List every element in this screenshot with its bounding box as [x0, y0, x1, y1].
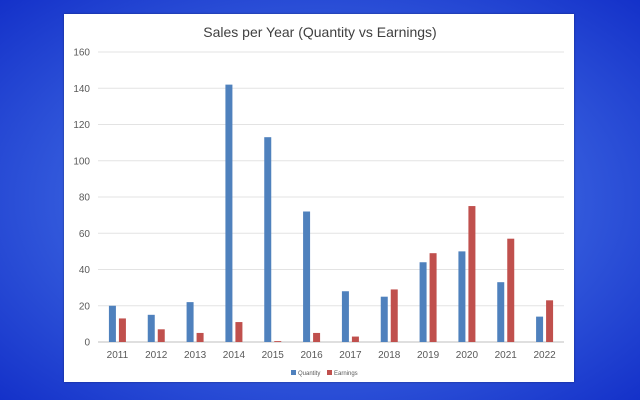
bar-earnings-2021	[507, 238, 515, 342]
bar-quantity-2019	[419, 262, 427, 342]
y-tick-label: 20	[79, 301, 91, 312]
bar-quantity-2014	[225, 84, 233, 342]
bar-quantity-2018	[380, 296, 388, 342]
bar-earnings-2017	[351, 336, 359, 342]
bar-earnings-2020	[468, 206, 476, 342]
x-tick-label: 2013	[184, 350, 207, 361]
x-tick-label: 2020	[456, 350, 479, 361]
chart-title: Sales per Year (Quantity vs Earnings)	[203, 24, 436, 40]
x-tick-label: 2014	[223, 350, 246, 361]
bar-quantity-2021	[497, 282, 505, 342]
bar-earnings-2013	[196, 332, 204, 342]
x-tick-label: 2011	[107, 350, 129, 361]
bar-quantity-2012	[147, 314, 155, 342]
x-tick-label: 2017	[339, 350, 362, 361]
bar-quantity-2016	[303, 211, 311, 342]
y-tick-label: 100	[73, 156, 90, 167]
y-tick-label: 140	[73, 84, 90, 95]
bar-quantity-2020	[458, 251, 466, 342]
bars	[108, 84, 554, 342]
legend-label-earnings: Earnings	[334, 371, 358, 377]
gridlines	[98, 51, 564, 343]
bar-earnings-2016	[313, 332, 321, 342]
bar-earnings-2012	[157, 329, 165, 342]
bar-earnings-2018	[390, 289, 398, 342]
x-tick-label: 2022	[533, 350, 556, 361]
bar-chart: Sales per Year (Quantity vs Earnings) 0 2…	[73, 24, 564, 377]
y-axis-ticks: 0 20 40 60 80 100 120 140 160	[73, 48, 90, 349]
y-tick-label: 0	[84, 338, 90, 349]
x-axis-ticks: 2011 2012 2013 2014 2015 2016 2017 2018 2019 2020…	[107, 350, 556, 361]
bar-quantity-2022	[536, 316, 544, 342]
legend-label-quantity: Quantity	[298, 371, 320, 377]
bar-earnings-2022	[546, 300, 554, 342]
bar-earnings-2015	[274, 341, 282, 342]
x-tick-label: 2015	[262, 350, 285, 361]
bar-earnings-2011	[118, 318, 126, 342]
y-tick-label: 80	[79, 193, 91, 204]
bar-quantity-2017	[341, 291, 349, 342]
x-tick-label: 2012	[145, 350, 168, 361]
y-tick-label: 40	[79, 265, 91, 276]
bar-quantity-2015	[264, 137, 272, 342]
legend-swatch-quantity	[291, 370, 296, 375]
chart-frame: Sales per Year (Quantity vs Earnings) 0 2…	[64, 14, 574, 382]
x-tick-label: 2021	[495, 350, 518, 361]
bar-earnings-2014	[235, 322, 243, 342]
x-tick-label: 2019	[417, 350, 440, 361]
legend-swatch-earnings	[327, 370, 332, 375]
bar-earnings-2019	[429, 253, 437, 342]
y-tick-label: 60	[79, 229, 91, 240]
bar-quantity-2011	[108, 305, 116, 342]
y-tick-label: 160	[73, 48, 90, 59]
x-tick-label: 2016	[300, 350, 323, 361]
x-tick-label: 2018	[378, 350, 401, 361]
legend: Quantity Earnings	[291, 370, 358, 377]
bar-quantity-2013	[186, 302, 194, 342]
y-tick-label: 120	[73, 120, 90, 131]
